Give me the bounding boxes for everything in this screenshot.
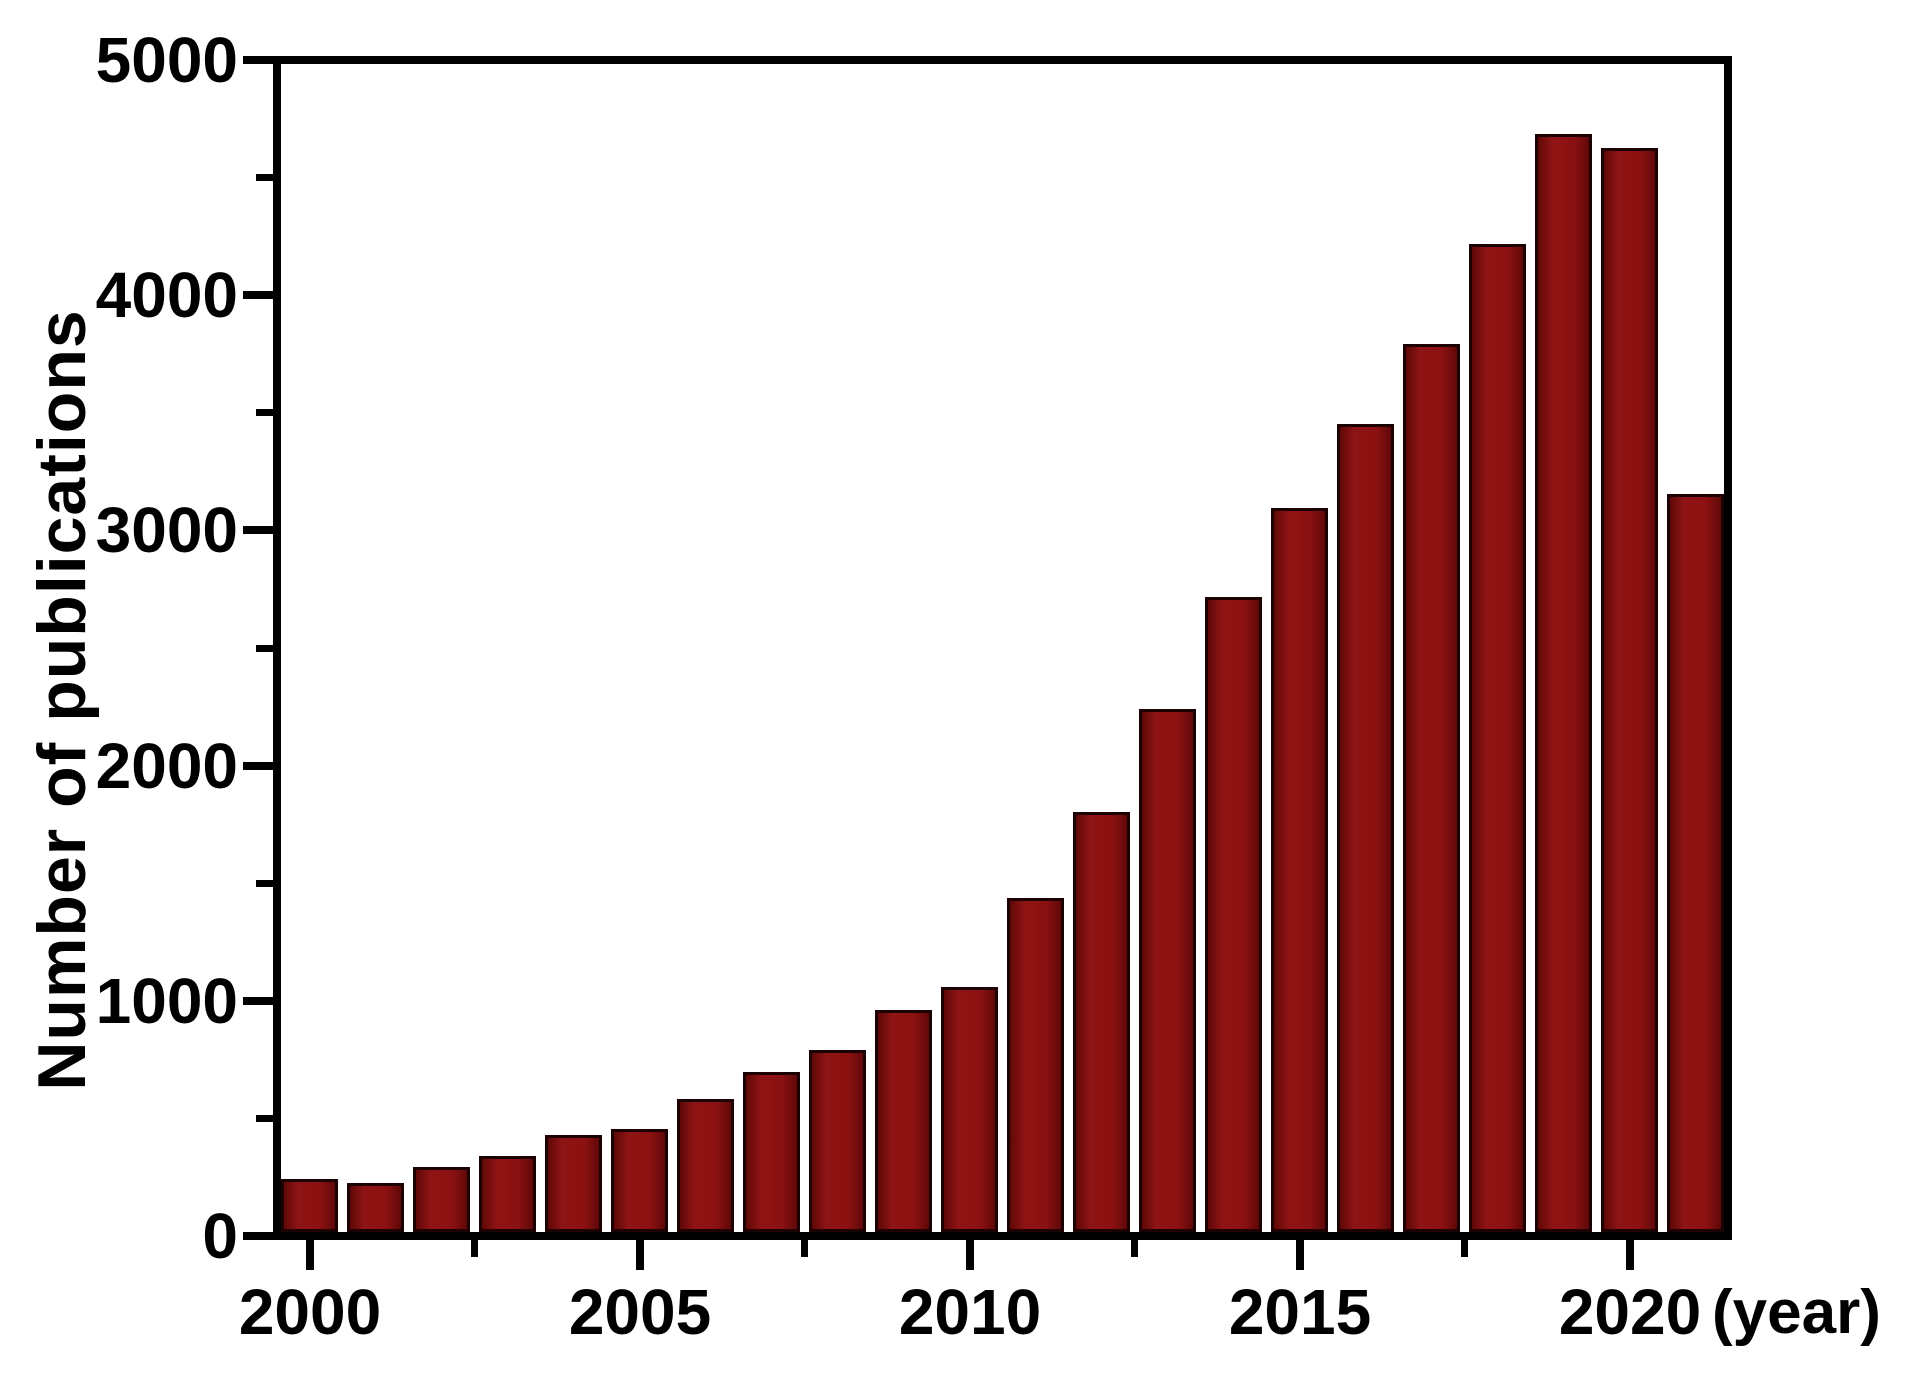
x-tick-label: 2015 <box>1228 1276 1372 1348</box>
y-tick-label: 2000 <box>95 730 238 802</box>
x-tick-label: 2000 <box>238 1276 382 1348</box>
bar-2021 <box>1667 494 1724 1232</box>
bar-2015 <box>1271 508 1328 1232</box>
bar-2017 <box>1403 344 1460 1232</box>
y-tick-label: 0 <box>202 1200 238 1272</box>
y-major-tick <box>243 56 273 64</box>
bar-2004 <box>545 1135 602 1232</box>
x-axis-unit-label: (year) <box>1712 1278 1881 1347</box>
y-major-tick <box>243 526 273 534</box>
y-tick-label: 1000 <box>95 965 238 1037</box>
bar-2007 <box>743 1072 800 1232</box>
y-major-tick <box>243 762 273 770</box>
bar-2008 <box>809 1050 866 1232</box>
x-minor-tick <box>1461 1238 1468 1257</box>
bar-2009 <box>875 1010 932 1232</box>
y-tick-label: 3000 <box>95 494 238 566</box>
bar-2000 <box>281 1179 338 1232</box>
bar-2016 <box>1337 424 1394 1232</box>
x-minor-tick <box>1131 1238 1138 1257</box>
bar-2011 <box>1007 898 1064 1232</box>
y-major-tick <box>243 997 273 1005</box>
bar-2010 <box>941 987 998 1232</box>
bar-2002 <box>413 1167 470 1232</box>
y-major-tick <box>243 1232 273 1240</box>
x-major-tick <box>1296 1238 1304 1270</box>
x-tick-label: 2020 <box>1558 1276 1702 1348</box>
y-minor-tick <box>256 409 273 416</box>
y-minor-tick <box>256 1115 273 1122</box>
bar-2019 <box>1535 134 1592 1232</box>
x-minor-tick <box>801 1238 808 1257</box>
x-major-tick <box>306 1238 314 1270</box>
y-tick-label: 5000 <box>95 24 238 96</box>
bar-2001 <box>347 1183 404 1232</box>
x-major-tick <box>1626 1238 1634 1270</box>
x-minor-tick <box>471 1238 478 1257</box>
x-tick-label: 2005 <box>568 1276 712 1348</box>
bar-2006 <box>677 1099 734 1232</box>
x-tick-label: 2010 <box>898 1276 1042 1348</box>
x-major-tick <box>966 1238 974 1270</box>
y-minor-tick <box>256 645 273 652</box>
bar-2012 <box>1073 812 1130 1232</box>
bar-2003 <box>479 1156 536 1232</box>
y-minor-tick <box>256 880 273 887</box>
x-major-tick <box>636 1238 644 1270</box>
bar-2013 <box>1139 709 1196 1232</box>
y-major-tick <box>243 291 273 299</box>
bar-2020 <box>1601 148 1658 1232</box>
bar-2005 <box>611 1129 668 1232</box>
y-minor-tick <box>256 174 273 181</box>
y-tick-label: 4000 <box>95 259 238 331</box>
bar-2014 <box>1205 597 1262 1232</box>
bar-2018 <box>1469 244 1526 1232</box>
